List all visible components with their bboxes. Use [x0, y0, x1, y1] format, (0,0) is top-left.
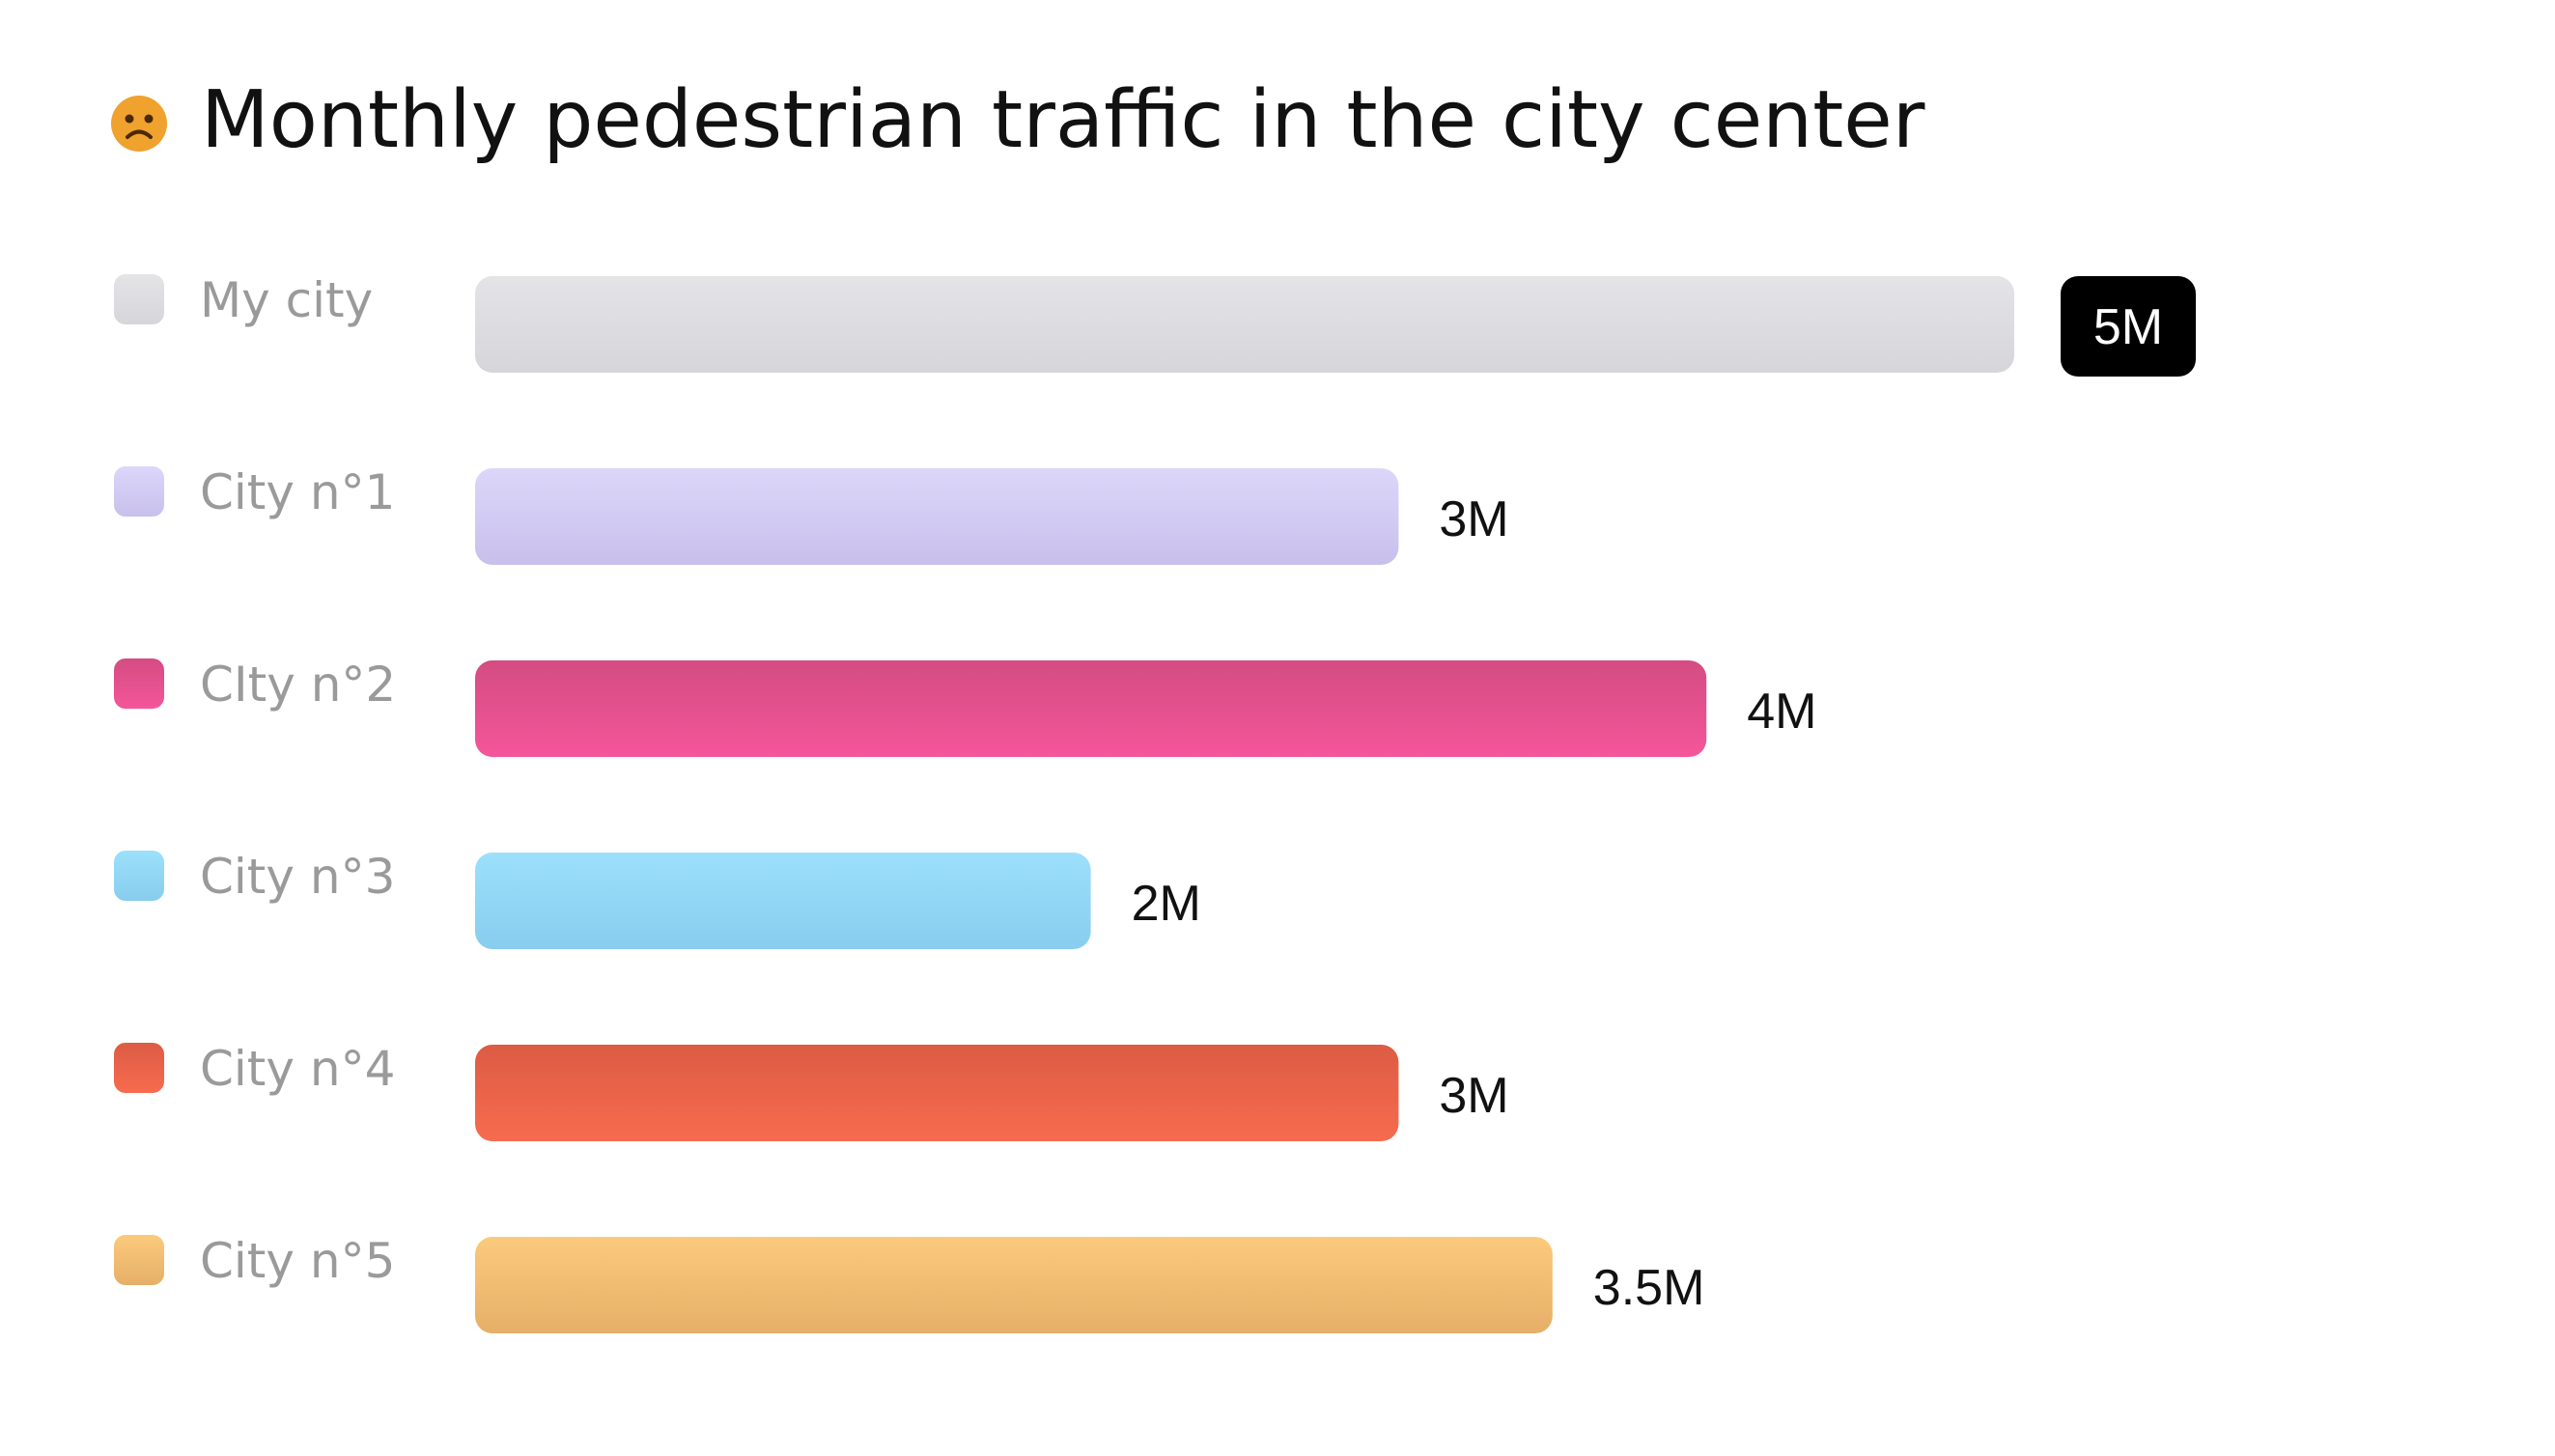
category-label: City n°1: [200, 464, 395, 520]
bar: [475, 1045, 1399, 1141]
legend-swatch: [114, 1235, 164, 1285]
data-label: 3.5M: [1593, 1260, 1705, 1316]
value-badge: [2061, 276, 2196, 377]
legend-swatch: [114, 1043, 164, 1093]
data-label: 5M: [2093, 299, 2163, 355]
category-label: CIty n°2: [200, 657, 396, 713]
category-label: My city: [200, 272, 373, 328]
bar: [475, 468, 1399, 565]
legend-swatch: [114, 274, 164, 324]
data-label: 3M: [1439, 491, 1508, 547]
data-label: 2M: [1132, 876, 1201, 932]
bar: [475, 276, 2014, 373]
category-label: City n°5: [200, 1233, 395, 1289]
legend-swatch: [114, 658, 164, 709]
data-label: 4M: [1747, 684, 1816, 740]
bar: [475, 853, 1091, 949]
data-label: 3M: [1439, 1068, 1508, 1124]
category-label: City n°3: [200, 849, 395, 905]
chart-title: Monthly pedestrian traffic in the city c…: [201, 74, 1925, 166]
legend-swatch: [114, 466, 164, 517]
category-label: City n°4: [200, 1041, 395, 1097]
legend-swatch: [114, 851, 164, 901]
bar: [475, 1237, 1553, 1333]
bar: [475, 660, 1707, 757]
sad-face-icon: [111, 96, 167, 152]
